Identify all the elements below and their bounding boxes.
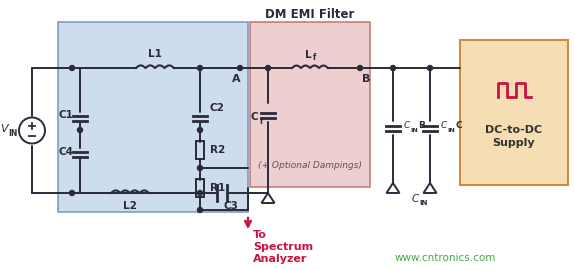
Text: C1: C1 xyxy=(59,110,74,120)
Circle shape xyxy=(197,191,202,195)
Text: DC-to-DC: DC-to-DC xyxy=(485,125,543,135)
Text: f: f xyxy=(313,53,317,62)
Text: L: L xyxy=(305,50,311,60)
Text: IN: IN xyxy=(447,127,455,133)
Circle shape xyxy=(70,66,75,70)
Text: Supply: Supply xyxy=(493,138,535,148)
Circle shape xyxy=(70,191,75,195)
Text: B: B xyxy=(362,74,370,84)
Text: C2: C2 xyxy=(210,103,225,113)
Circle shape xyxy=(390,66,396,70)
Text: f: f xyxy=(260,116,264,126)
Text: L1: L1 xyxy=(148,49,162,59)
Circle shape xyxy=(266,66,270,70)
Text: R2: R2 xyxy=(210,145,225,155)
Text: C3: C3 xyxy=(224,201,239,211)
FancyBboxPatch shape xyxy=(250,22,370,187)
Text: Spectrum: Spectrum xyxy=(253,242,313,252)
Circle shape xyxy=(197,127,202,133)
Circle shape xyxy=(237,66,243,70)
Text: $C$: $C$ xyxy=(403,119,411,130)
Circle shape xyxy=(197,66,202,70)
Text: R1: R1 xyxy=(210,183,225,193)
Text: C: C xyxy=(250,112,258,122)
Bar xyxy=(196,141,204,159)
Text: To: To xyxy=(253,230,267,240)
Text: C: C xyxy=(455,122,462,130)
Text: $V$: $V$ xyxy=(0,123,10,134)
Text: www.cntronics.com: www.cntronics.com xyxy=(395,253,496,263)
Text: Analyzer: Analyzer xyxy=(253,254,308,264)
Text: C4: C4 xyxy=(59,147,74,157)
Text: IN: IN xyxy=(419,200,427,206)
Text: IN: IN xyxy=(9,129,18,138)
Text: DM EMI Filter: DM EMI Filter xyxy=(265,8,355,21)
Text: A: A xyxy=(232,74,240,84)
Text: $C$: $C$ xyxy=(440,119,448,130)
FancyBboxPatch shape xyxy=(460,40,568,185)
Text: $C$: $C$ xyxy=(411,192,420,204)
Circle shape xyxy=(78,127,82,133)
Text: IN: IN xyxy=(410,127,418,133)
Circle shape xyxy=(197,166,202,170)
Circle shape xyxy=(427,66,432,70)
FancyBboxPatch shape xyxy=(58,22,248,212)
Text: (+ Optional Dampings): (+ Optional Dampings) xyxy=(258,160,362,170)
Text: L2: L2 xyxy=(123,201,137,211)
Bar xyxy=(196,179,204,197)
Circle shape xyxy=(197,208,202,212)
Text: B: B xyxy=(418,122,425,130)
Circle shape xyxy=(358,66,362,70)
